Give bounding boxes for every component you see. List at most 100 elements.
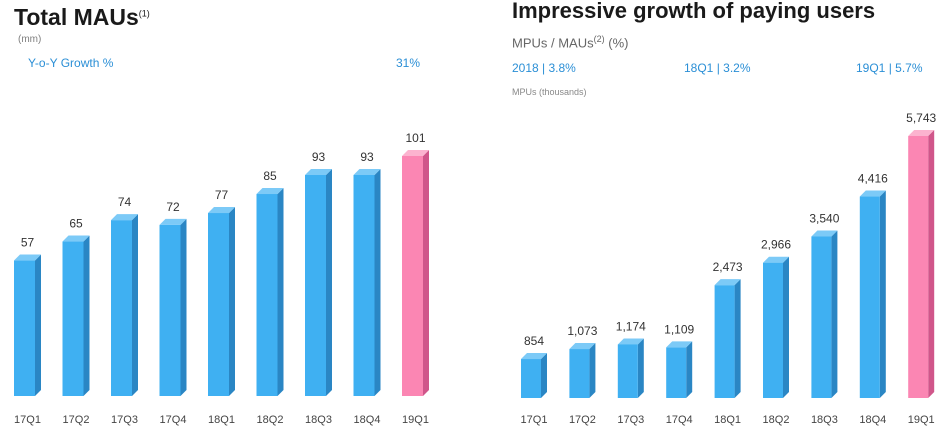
paying-users-panel: Impressive growth of paying users MPUs /… [470, 0, 944, 430]
value-label: 65 [69, 217, 83, 231]
value-label: 85 [263, 169, 277, 183]
value-label: 2,966 [761, 238, 791, 252]
bar-front [111, 220, 132, 396]
bar-top [62, 235, 90, 242]
bar-side [374, 169, 381, 396]
bar-side [686, 341, 693, 398]
category-label: 18Q1 [714, 414, 741, 426]
bar-side [637, 338, 644, 398]
bar-front [859, 196, 880, 398]
bar-top [714, 279, 741, 286]
bar-17q1 [521, 353, 547, 398]
bar-side [831, 230, 838, 398]
category-label: 17Q3 [617, 414, 644, 426]
title-footnote: (1) [138, 8, 150, 19]
bar-19q1 [402, 150, 429, 396]
bar-side [229, 207, 235, 396]
bar-18q1 [714, 279, 741, 398]
bar-18q4 [859, 190, 886, 398]
bar-front [811, 236, 832, 398]
category-label: 18Q4 [354, 414, 381, 426]
bar-front [402, 156, 423, 396]
bar-front [521, 359, 541, 398]
bar-side [783, 256, 789, 398]
bar-top [111, 214, 138, 221]
value-label: 72 [166, 200, 180, 214]
value-label: 1,109 [664, 322, 694, 336]
mpu-mau-ratio-label: MPUs / MAUs(2) (%) [512, 34, 629, 51]
value-label: 93 [360, 150, 374, 164]
bar-side [132, 214, 138, 396]
value-label: 93 [312, 150, 326, 164]
bar-top [617, 338, 644, 345]
value-label: 77 [215, 188, 229, 202]
bar-side [541, 353, 547, 398]
bar-front [159, 224, 181, 396]
category-label: 18Q3 [811, 414, 838, 426]
bar-17q4 [159, 218, 187, 396]
yoy-growth-label: Y-o-Y Growth % [28, 56, 114, 70]
bar-17q1 [14, 254, 41, 396]
value-label: 2,473 [713, 260, 743, 274]
bar-side [35, 254, 41, 396]
bar-top [305, 169, 332, 176]
bar-top [908, 130, 935, 136]
paying-users-chart: 854 17Q1 1,073 17Q2 1,174 17Q3 1,109 17Q4 2,473 1… [521, 111, 937, 426]
bar-top [353, 169, 381, 176]
bar-side [423, 150, 429, 396]
ratio-18q1: 18Q1 | 3.2% [684, 61, 751, 75]
bar-side [83, 235, 90, 396]
bar-side [928, 130, 935, 398]
value-label: 3,540 [809, 212, 839, 226]
category-label: 17Q4 [160, 414, 187, 426]
bar-17q2 [569, 343, 596, 398]
category-label: 18Q1 [208, 414, 235, 426]
bar-17q4 [666, 341, 693, 398]
paying-users-title: Impressive growth of paying users [512, 0, 876, 23]
bar-top [208, 207, 235, 214]
bar-front [305, 175, 326, 396]
bar-front [908, 136, 929, 398]
bar-front [666, 347, 687, 398]
bar-front [62, 241, 84, 396]
bar-top [811, 230, 838, 237]
bar-top [763, 256, 789, 263]
category-label: 17Q4 [666, 414, 693, 426]
category-label: 18Q4 [859, 414, 886, 426]
bar-top [521, 353, 547, 360]
bar-top [859, 190, 886, 197]
bar-front [714, 285, 735, 398]
bar-18q3 [305, 169, 332, 396]
unit-label: (mm) [18, 34, 42, 45]
bar-top [402, 150, 429, 156]
bar-front [208, 213, 229, 396]
value-label: 1,174 [616, 319, 646, 333]
value-label: 4,416 [858, 172, 888, 186]
category-label: 18Q3 [305, 414, 332, 426]
ratio-footnote: (2) [593, 34, 605, 44]
value-label: 101 [405, 131, 425, 145]
ratio-19q1: 19Q1 | 5.7% [856, 61, 923, 75]
category-label: 19Q1 [402, 414, 429, 426]
bar-front [14, 260, 35, 396]
bar-side [734, 279, 741, 398]
bar-front [353, 175, 375, 396]
value-label: 57 [21, 236, 35, 250]
category-label: 18Q2 [763, 414, 790, 426]
bar-front [256, 194, 278, 396]
bar-side [180, 218, 187, 396]
category-label: 17Q1 [521, 414, 548, 426]
value-label: 74 [118, 195, 132, 209]
value-label: 5,743 [906, 111, 936, 125]
bar-side [277, 188, 284, 396]
bar-top [569, 343, 596, 350]
mpus-unit-label: MPUs (thousands) [512, 87, 587, 97]
ratio-2018: 2018 | 3.8% [512, 61, 576, 75]
bar-17q3 [617, 338, 644, 398]
bar-side [879, 190, 886, 398]
total-maus-chart: 57 17Q1 65 17Q2 74 17Q3 72 17Q4 77 18Q1 85 18Q2 93 18… [14, 131, 429, 426]
value-label: 854 [524, 334, 544, 348]
bar-side [589, 343, 596, 398]
total-maus-title: Total MAUs(1) [14, 4, 150, 30]
bar-top [14, 254, 41, 261]
